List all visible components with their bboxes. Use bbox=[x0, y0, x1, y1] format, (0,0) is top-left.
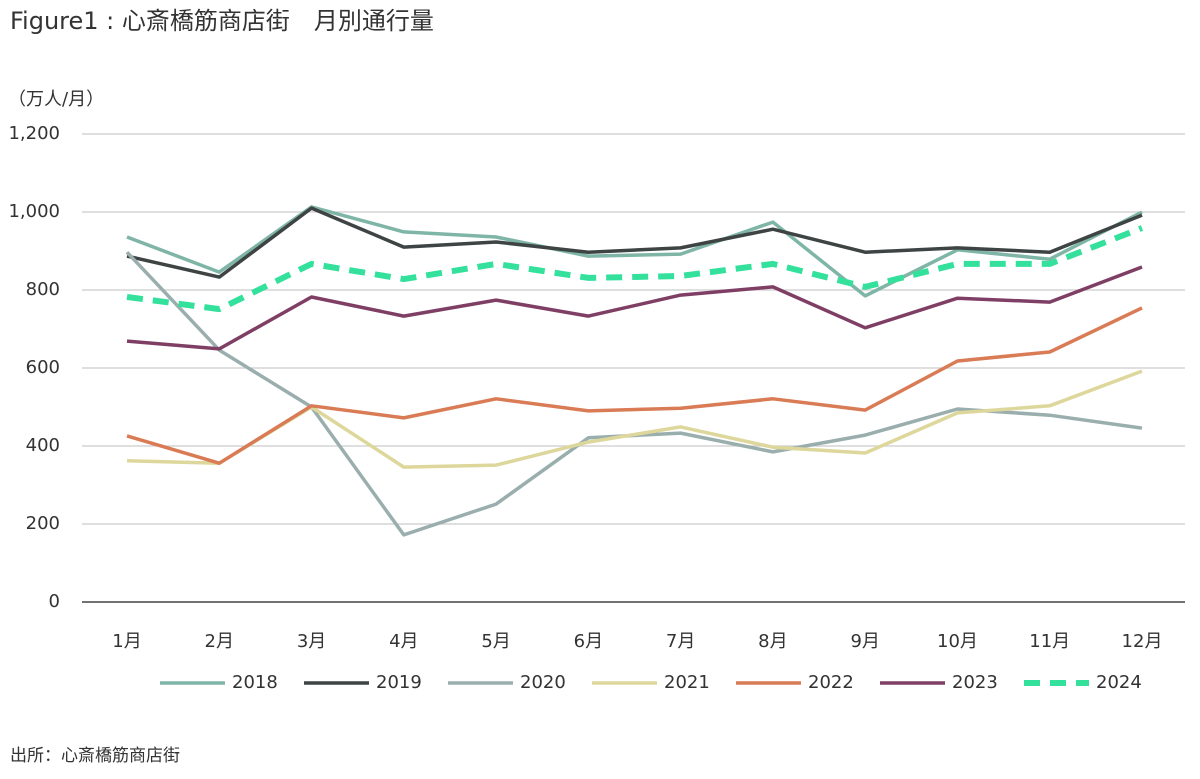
legend-label: 2023 bbox=[952, 672, 998, 693]
x-tick-label: 5月 bbox=[481, 631, 510, 652]
source-note: 出所：心斎橋筋商店街 bbox=[10, 746, 180, 766]
x-tick-label: 9月 bbox=[850, 631, 879, 652]
y-tick-label: 0 bbox=[49, 591, 60, 612]
x-tick-label: 11月 bbox=[1029, 631, 1070, 652]
series-line bbox=[126, 206, 1143, 279]
y-tick-label: 200 bbox=[26, 513, 60, 534]
y-tick-label: 600 bbox=[26, 357, 60, 378]
series-line bbox=[126, 306, 1143, 465]
x-tick-label: 10月 bbox=[937, 631, 978, 652]
x-tick-label: 4月 bbox=[389, 631, 418, 652]
x-tick-label: 7月 bbox=[666, 631, 695, 652]
series-line bbox=[126, 225, 1144, 313]
chart-title: Figure1 : 心斎橋筋商店街 月別通行量 bbox=[10, 7, 434, 35]
legend-label: 2021 bbox=[664, 672, 710, 693]
x-tick-label: 1月 bbox=[112, 631, 141, 652]
y-tick-label: 1,200 bbox=[8, 123, 60, 144]
y-axis-label: （万人/月） bbox=[8, 89, 104, 110]
series-line bbox=[125, 250, 1143, 537]
y-tick-label: 800 bbox=[26, 279, 60, 300]
y-tick-label: 1,000 bbox=[8, 201, 60, 222]
series-line bbox=[126, 265, 1143, 351]
x-tick-label: 3月 bbox=[297, 631, 326, 652]
x-tick-label: 12月 bbox=[1122, 631, 1163, 652]
legend-label: 2020 bbox=[520, 672, 566, 693]
x-tick-label: 8月 bbox=[758, 631, 787, 652]
legend-label: 2022 bbox=[808, 672, 854, 693]
y-tick-label: 400 bbox=[26, 435, 60, 456]
legend-label: 2024 bbox=[1096, 672, 1142, 693]
legend-label: 2018 bbox=[232, 672, 278, 693]
legend-label: 2019 bbox=[376, 672, 422, 693]
x-tick-label: 2月 bbox=[205, 631, 234, 652]
x-tick-label: 6月 bbox=[574, 631, 603, 652]
